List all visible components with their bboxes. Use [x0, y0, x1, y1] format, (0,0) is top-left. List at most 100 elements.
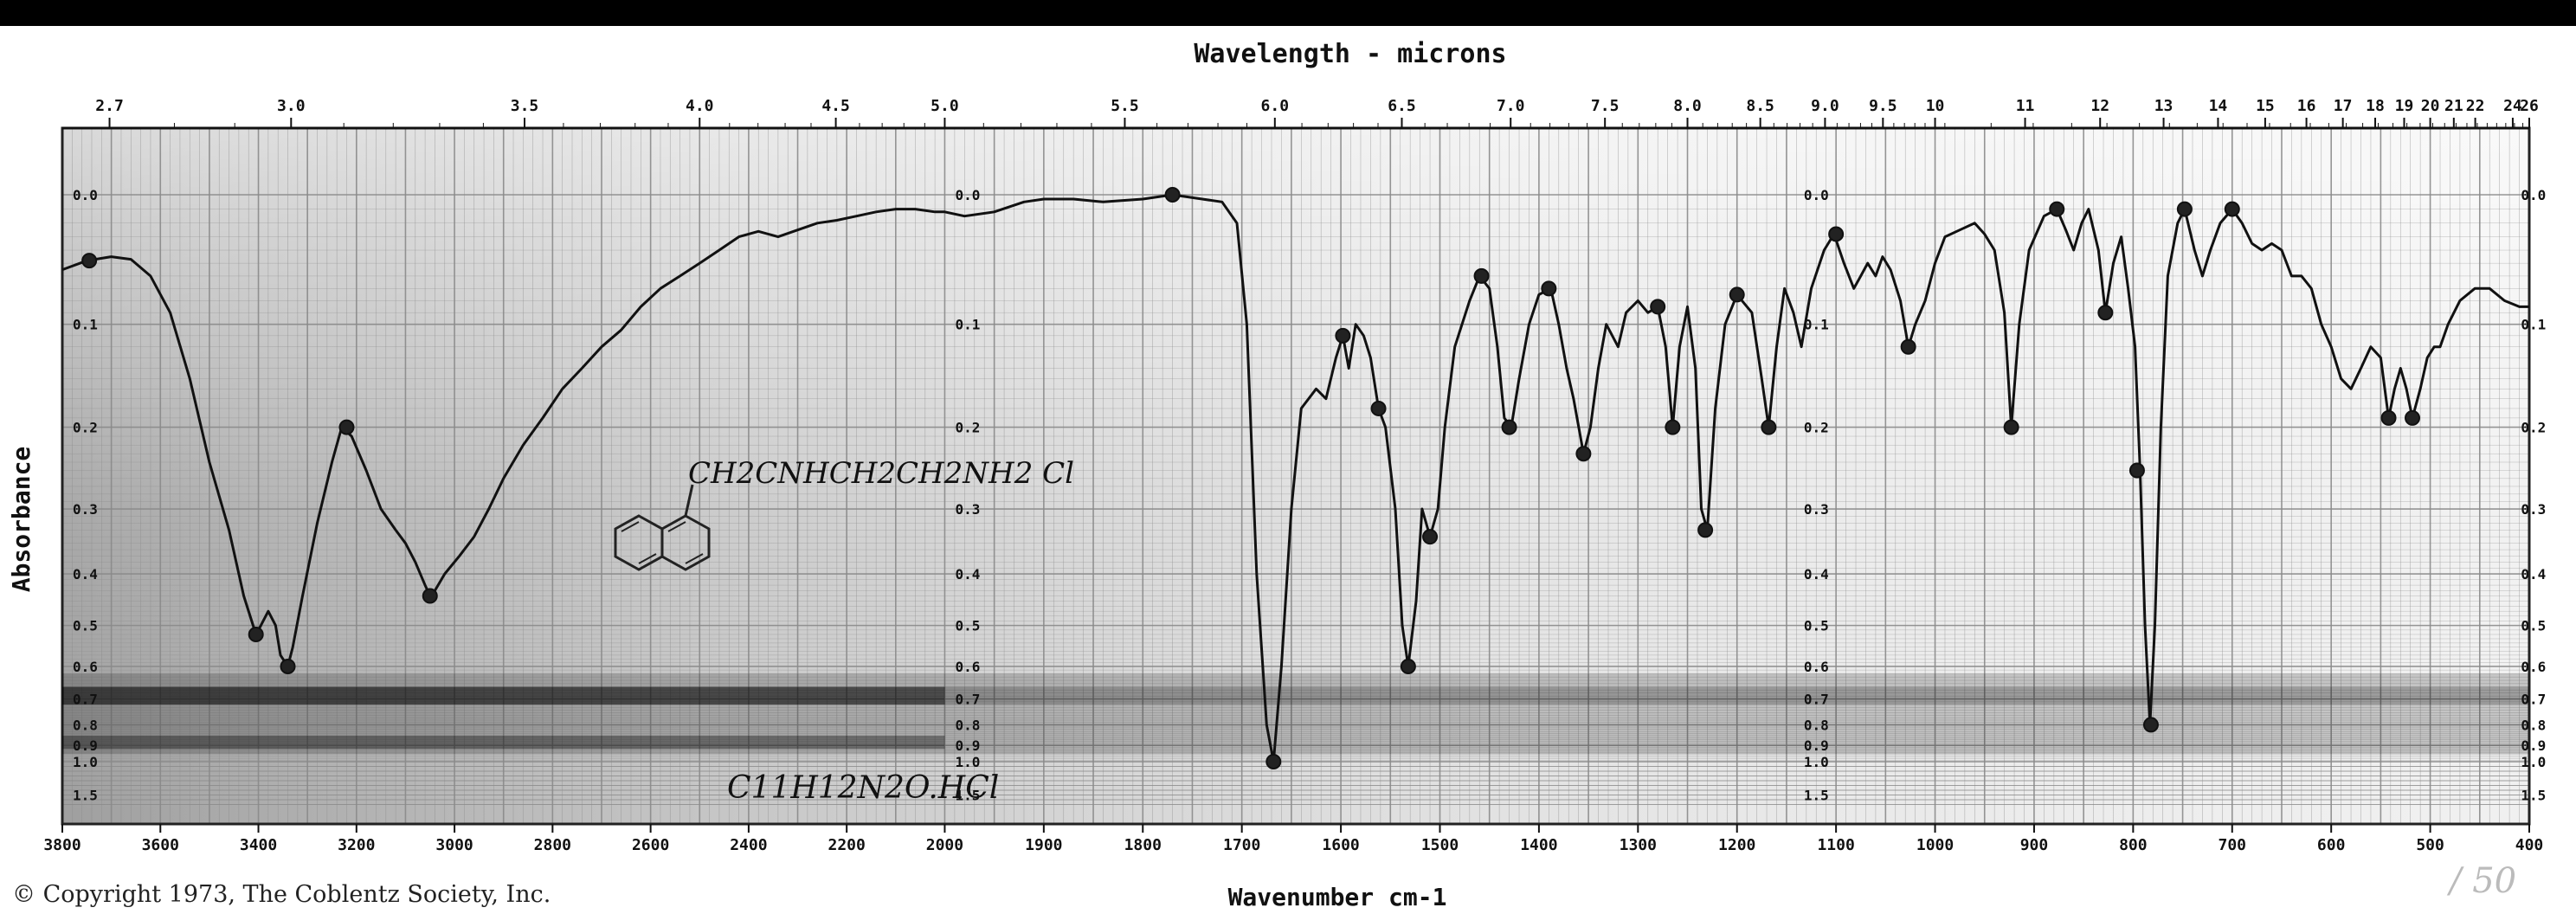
absorbance-tick-label: 0.6: [955, 659, 980, 675]
peak-marker: [1501, 419, 1517, 435]
top-tick-label: 3.0: [277, 97, 306, 115]
top-tick-label: 11: [2016, 97, 2035, 115]
peak-marker: [2097, 305, 2114, 321]
peak-marker: [280, 658, 296, 674]
absorbance-tick-label: 0.1: [955, 317, 980, 333]
top-tick-label: 18: [2366, 97, 2385, 115]
absorbance-tick-label: 0.2: [1804, 420, 1829, 436]
absorbance-tick-label: 0.9: [955, 737, 980, 754]
absorbance-tick-label: 0.0: [73, 187, 98, 203]
peak-marker: [1761, 419, 1777, 435]
bottom-tick-label: 1100: [1817, 836, 1854, 854]
bottom-tick-label: 3800: [43, 836, 80, 854]
peak-marker: [2142, 717, 2159, 733]
absorbance-tick-label: 0.7: [73, 692, 98, 708]
bottom-tick-label: 2600: [632, 836, 669, 854]
bottom-tick-label: 1300: [1620, 836, 1657, 854]
top-wavelength-axis: 2.7 3.0 3.5 4.0 4.5 5.0 5.5 6.0 6.5 7.0 7.5 8.0 8.5 9…: [62, 97, 2539, 130]
absorbance-tick-label: 1.5: [2521, 788, 2546, 804]
bottom-tick-label: 400: [2515, 836, 2544, 854]
top-tick-label: 17: [2334, 97, 2353, 115]
absorbance-tick-label: 0.2: [955, 420, 980, 436]
absorbance-tick-label: 0.5: [955, 618, 980, 634]
peak-marker: [2128, 462, 2145, 479]
peak-marker: [1422, 529, 1439, 545]
absorbance-tick-label: 1.0: [1804, 754, 1829, 770]
absorbance-tick-label: 1.0: [2521, 754, 2546, 770]
bottom-tick-label: 3600: [142, 836, 179, 854]
peak-marker: [1473, 267, 1490, 284]
bottom-tick-label: 2200: [828, 836, 865, 854]
absorbance-tick-label: 0.0: [1804, 187, 1829, 203]
top-tick-label: 7.0: [1497, 97, 1525, 115]
peak-marker: [1575, 446, 1592, 462]
bottom-tick-label: 800: [2119, 836, 2148, 854]
top-tick-label: 5.5: [1111, 97, 1139, 115]
peak-marker: [1400, 658, 1416, 674]
absorbance-tick-label: 0.4: [1804, 566, 1829, 583]
peak-marker: [1164, 187, 1181, 203]
absorbance-tick-label: 0.5: [73, 618, 98, 634]
top-tick-label: 8.0: [1673, 97, 1702, 115]
bottom-tick-label: 1800: [1124, 836, 1162, 854]
bottom-tick-label: 1200: [1718, 836, 1755, 854]
bottom-tick-label: 3400: [240, 836, 277, 854]
absorbance-tick-label: 0.4: [2521, 566, 2546, 583]
bottom-tick-label: 600: [2317, 836, 2346, 854]
peak-marker: [1370, 400, 1387, 416]
peak-marker: [2224, 201, 2240, 217]
bottom-wavenumber-axis: 3800 3600 3400 3200 3000 2800 2600 2400 2200 2000…: [43, 824, 2543, 854]
peak-markers: [81, 187, 2420, 769]
copyright-notice: © Copyright 1973, The Coblentz Society, …: [12, 881, 551, 908]
peak-marker: [1828, 226, 1845, 242]
peak-marker: [248, 626, 264, 642]
dense-band: [62, 735, 945, 750]
structure-label: CH2CNHCH2CH2NH2 Cl: [688, 456, 1074, 491]
absorbance-tick-label: 0.4: [73, 566, 98, 583]
absorbance-tick-label: 0.3: [2521, 501, 2546, 518]
peak-marker: [1729, 286, 1745, 303]
peak-marker: [1541, 280, 1557, 297]
peak-marker: [1665, 419, 1681, 435]
absorbance-tick-label: 0.8: [73, 717, 98, 733]
bottom-tick-label: 500: [2416, 836, 2444, 854]
top-tick-label: 21: [2444, 97, 2463, 115]
structure-bond: [684, 484, 694, 517]
top-tick-label: 7.5: [1591, 97, 1620, 115]
absorbance-tick-label: 1.5: [1804, 788, 1829, 804]
peak-marker: [1265, 754, 1282, 769]
top-axis-title: Wavelength - microns: [1194, 39, 1506, 69]
ring-inner-bonds: [621, 521, 704, 564]
top-tick-label: 16: [2297, 97, 2316, 115]
absorbance-tick-label: 0.1: [73, 317, 98, 333]
bottom-tick-label: 3200: [338, 836, 375, 854]
top-tick-label: 10: [1926, 97, 1945, 115]
bottom-tick-label: 1600: [1322, 836, 1359, 854]
absorbance-tick-label: 0.2: [73, 420, 98, 436]
peak-marker: [1650, 299, 1666, 315]
absorbance-tick-label: 0.3: [955, 501, 980, 518]
molecule-structure: [614, 484, 711, 571]
bottom-tick-label: 1700: [1223, 836, 1260, 854]
bottom-tick-label: 2800: [534, 836, 571, 854]
bottom-tick-label: 700: [2219, 836, 2247, 854]
top-tick-label: 6.0: [1261, 97, 1290, 115]
absorbance-tick-label: 0.5: [2521, 618, 2546, 634]
dense-grid-bands: [62, 673, 2529, 755]
handwritten-note: / 50: [2450, 861, 2517, 901]
absorbance-tick-label: 0.8: [955, 717, 980, 733]
naphthalene-ring-right: [660, 514, 711, 571]
top-tick-label: 6.5: [1388, 97, 1416, 115]
y-axis-title: Absorbance: [7, 447, 35, 593]
absorbance-tick-label: 0.8: [1804, 717, 1829, 733]
top-tick-label: 24: [2503, 97, 2522, 115]
absorbance-tick-label: 0.9: [2521, 737, 2546, 754]
absorbance-tick-label: 0.6: [2521, 659, 2546, 675]
bottom-tick-label: 1500: [1421, 836, 1459, 854]
absorbance-tick-label: 1.5: [955, 788, 980, 804]
bottom-tick-label: 1400: [1520, 836, 1557, 854]
top-tick-label: 3.5: [511, 97, 539, 115]
peak-marker: [2049, 201, 2065, 217]
top-tick-label: 19: [2395, 97, 2414, 115]
